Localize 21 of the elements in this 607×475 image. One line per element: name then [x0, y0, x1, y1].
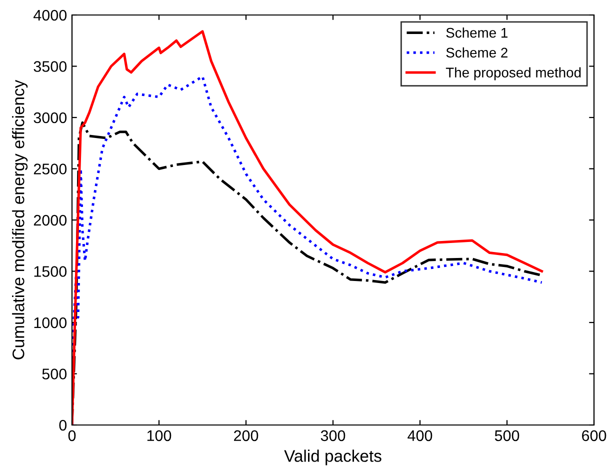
legend-label: The proposed method — [446, 67, 581, 80]
x-tick-label: 500 — [494, 430, 520, 442]
y-tick-label: 2000 — [34, 214, 67, 226]
x-tick-label: 0 — [68, 430, 76, 442]
legend-label: Scheme 1 — [446, 28, 508, 38]
y-axis-title: Cumulative modified energy efficiency — [12, 80, 28, 360]
x-axis-title: Valid packets — [284, 450, 382, 466]
x-tick-label: 300 — [320, 430, 346, 442]
x-tick-label: 200 — [234, 430, 258, 442]
y-tick-label: 1000 — [34, 317, 67, 328]
x-tick-label: 400 — [408, 430, 432, 442]
y-tick-label: 1500 — [34, 266, 67, 277]
y-tick-label: 500 — [42, 368, 67, 380]
y-tick-label: 3500 — [34, 61, 67, 72]
x-tick-label: 100 — [147, 430, 172, 442]
y-tick-label: 2500 — [34, 164, 67, 174]
x-tick-label: 600 — [582, 430, 606, 442]
legend-label: Scheme 2 — [446, 47, 508, 58]
y-tick-label: 3000 — [34, 112, 67, 124]
y-tick-label: 0 — [59, 420, 67, 431]
y-tick-label: 4000 — [34, 10, 67, 21]
